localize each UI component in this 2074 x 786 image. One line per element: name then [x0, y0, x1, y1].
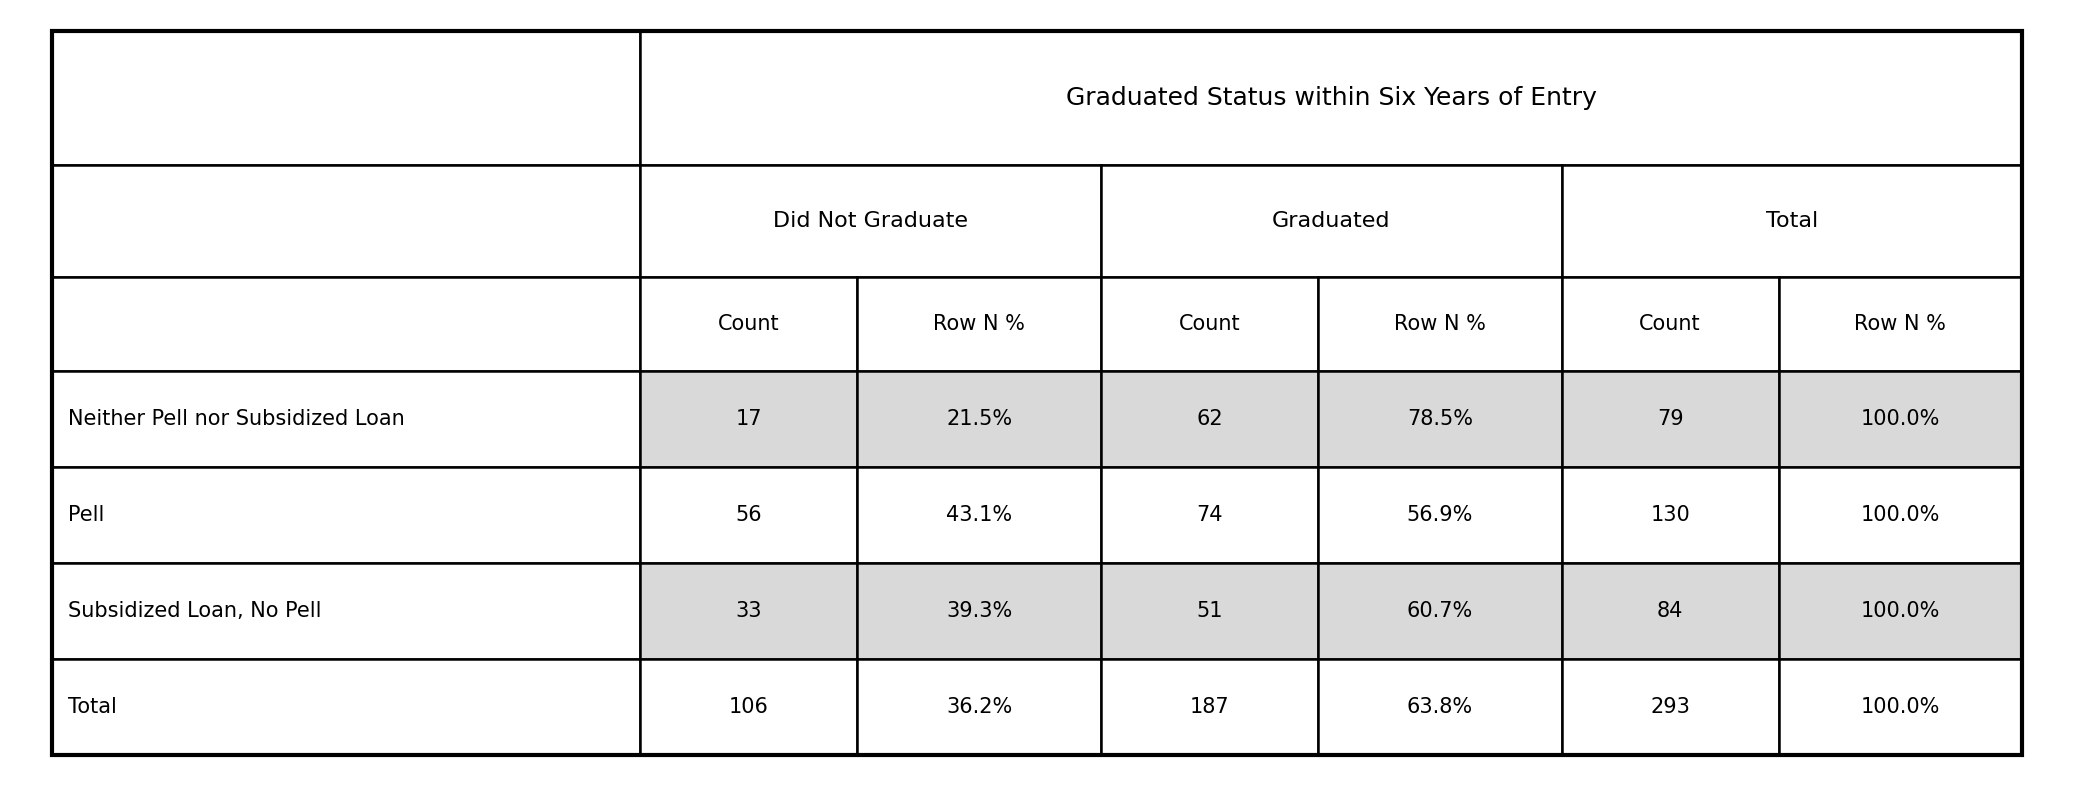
Text: Count: Count	[1178, 314, 1240, 334]
Text: 62: 62	[1197, 409, 1224, 428]
Bar	[1779, 277, 2022, 371]
Text: 74: 74	[1197, 505, 1224, 524]
Bar	[1562, 371, 1779, 467]
Text: Total: Total	[1765, 211, 1819, 231]
Text: Graduated Status within Six Years of Entry: Graduated Status within Six Years of Ent…	[1066, 86, 1597, 110]
Bar	[1319, 467, 1562, 563]
Bar	[1319, 659, 1562, 755]
Bar	[641, 563, 857, 659]
Text: 43.1%: 43.1%	[946, 505, 1012, 524]
Text: Row N %: Row N %	[933, 314, 1025, 334]
Bar	[857, 467, 1101, 563]
Text: 36.2%: 36.2%	[946, 696, 1012, 717]
Text: Graduated: Graduated	[1271, 211, 1390, 231]
Text: 56.9%: 56.9%	[1406, 505, 1473, 524]
Bar	[52, 563, 641, 659]
Text: 100.0%: 100.0%	[1860, 505, 1939, 524]
Bar	[857, 371, 1101, 467]
Bar	[1101, 659, 1319, 755]
Bar	[641, 467, 857, 563]
Bar	[1562, 563, 1779, 659]
Bar	[641, 371, 857, 467]
Text: Count: Count	[718, 314, 780, 334]
Bar	[857, 659, 1101, 755]
Bar	[641, 659, 857, 755]
Bar	[52, 31, 641, 165]
Bar	[641, 277, 857, 371]
Bar	[1562, 467, 1779, 563]
Bar	[1101, 371, 1319, 467]
Text: 39.3%: 39.3%	[946, 601, 1012, 621]
Text: 17: 17	[736, 409, 761, 428]
Text: 293: 293	[1651, 696, 1690, 717]
Text: Count: Count	[1638, 314, 1701, 334]
Bar	[52, 467, 641, 563]
Text: 21.5%: 21.5%	[946, 409, 1012, 428]
Bar	[1319, 371, 1562, 467]
Text: Neither Pell nor Subsidized Loan: Neither Pell nor Subsidized Loan	[68, 409, 404, 428]
Text: 79: 79	[1657, 409, 1684, 428]
Bar	[641, 165, 1101, 277]
Bar	[1101, 165, 1562, 277]
Bar	[52, 277, 641, 371]
Bar	[52, 371, 641, 467]
Text: 100.0%: 100.0%	[1860, 409, 1939, 428]
Bar	[52, 165, 641, 277]
Text: 60.7%: 60.7%	[1406, 601, 1473, 621]
Text: Row N %: Row N %	[1394, 314, 1485, 334]
Bar	[52, 659, 641, 755]
Bar	[1562, 277, 1779, 371]
Text: 56: 56	[736, 505, 761, 524]
Text: 130: 130	[1651, 505, 1690, 524]
Text: 78.5%: 78.5%	[1406, 409, 1473, 428]
Text: Row N %: Row N %	[1854, 314, 1945, 334]
Bar	[1562, 659, 1779, 755]
Text: 100.0%: 100.0%	[1860, 696, 1939, 717]
Text: 187: 187	[1190, 696, 1230, 717]
Text: 106: 106	[728, 696, 769, 717]
Text: 84: 84	[1657, 601, 1684, 621]
Text: Subsidized Loan, No Pell: Subsidized Loan, No Pell	[68, 601, 321, 621]
Text: 63.8%: 63.8%	[1406, 696, 1473, 717]
Bar	[1779, 563, 2022, 659]
Text: Pell: Pell	[68, 505, 106, 524]
Text: 33: 33	[736, 601, 761, 621]
Bar	[1779, 467, 2022, 563]
Text: Total: Total	[68, 696, 118, 717]
Bar	[1319, 277, 1562, 371]
Bar	[1101, 277, 1319, 371]
Text: 51: 51	[1197, 601, 1224, 621]
Bar	[1562, 165, 2022, 277]
Bar	[1101, 467, 1319, 563]
Bar	[857, 563, 1101, 659]
Bar	[857, 277, 1101, 371]
Bar	[1101, 563, 1319, 659]
Bar	[1779, 371, 2022, 467]
Bar	[641, 31, 2022, 165]
Bar	[1319, 563, 1562, 659]
Text: Did Not Graduate: Did Not Graduate	[774, 211, 969, 231]
Text: 100.0%: 100.0%	[1860, 601, 1939, 621]
Bar	[1779, 659, 2022, 755]
